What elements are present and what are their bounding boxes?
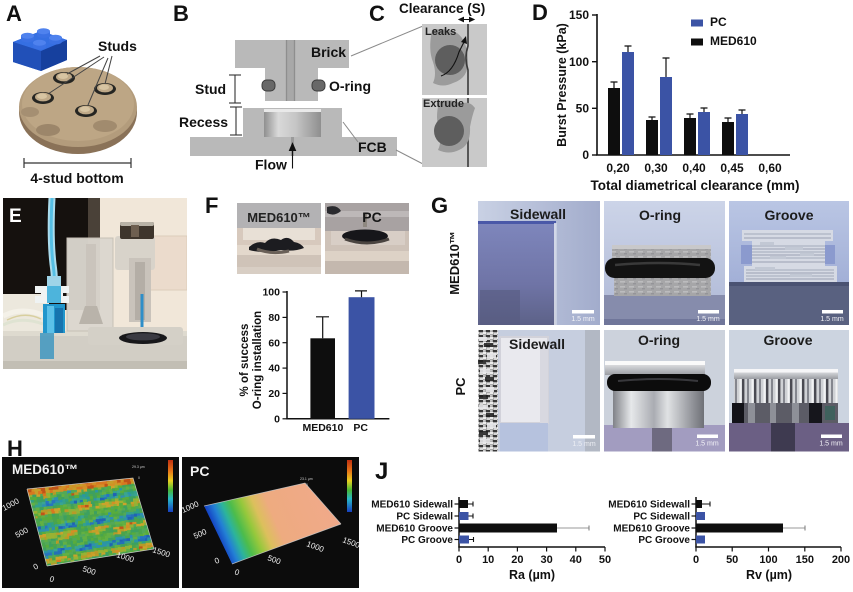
svg-text:PC: PC — [710, 15, 727, 29]
svg-text:O-ring installation: O-ring installation — [252, 311, 264, 409]
svg-text:Ra (µm): Ra (µm) — [509, 568, 555, 582]
svg-text:0: 0 — [32, 561, 41, 571]
svg-text:100: 100 — [759, 554, 777, 566]
svg-text:PC: PC — [353, 422, 368, 434]
svg-text:Studs: Studs — [98, 38, 137, 54]
svg-text:500: 500 — [266, 553, 282, 566]
svg-text:0: 0 — [48, 574, 56, 584]
svg-text:1.5 mm: 1.5 mm — [820, 316, 844, 323]
svg-text:MED610™: MED610™ — [12, 462, 78, 477]
svg-text:0: 0 — [582, 148, 589, 162]
svg-text:0: 0 — [138, 476, 140, 480]
svg-text:0,30: 0,30 — [644, 161, 668, 175]
svg-text:O-ring: O-ring — [639, 207, 681, 223]
svg-text:MED610 Groove: MED610 Groove — [613, 524, 690, 535]
svg-text:MED610: MED610 — [710, 34, 757, 48]
svg-text:Groove: Groove — [764, 207, 813, 223]
svg-text:MED610™: MED610™ — [247, 210, 311, 225]
svg-text:1.5 mm: 1.5 mm — [696, 316, 720, 323]
svg-text:50: 50 — [576, 102, 590, 116]
svg-text:Sidewall: Sidewall — [510, 206, 566, 222]
svg-text:Extrude: Extrude — [423, 98, 464, 110]
svg-text:Recess: Recess — [179, 114, 228, 130]
svg-text:% of success: % of success — [239, 324, 251, 397]
svg-text:150: 150 — [569, 8, 589, 22]
svg-text:500: 500 — [81, 564, 97, 577]
svg-text:60: 60 — [268, 337, 280, 349]
svg-text:MED610 Groove: MED610 Groove — [376, 524, 453, 535]
svg-text:40: 40 — [570, 554, 582, 566]
svg-text:Rv (µm): Rv (µm) — [746, 568, 792, 582]
svg-text:Clearance (S): Clearance (S) — [399, 1, 485, 16]
svg-text:20: 20 — [268, 388, 280, 400]
svg-text:FCB: FCB — [358, 139, 387, 155]
svg-text:29.3 µm: 29.3 µm — [132, 465, 145, 469]
svg-text:Burst Pressure (kPa): Burst Pressure (kPa) — [555, 23, 569, 147]
svg-text:E: E — [9, 206, 22, 227]
svg-text:0: 0 — [306, 483, 308, 487]
svg-text:20: 20 — [511, 554, 523, 566]
svg-text:0: 0 — [213, 556, 221, 566]
svg-text:O-ring: O-ring — [638, 332, 680, 348]
svg-text:Brick: Brick — [311, 44, 346, 60]
svg-text:PC Groove: PC Groove — [638, 535, 690, 546]
svg-text:1.5 mm: 1.5 mm — [571, 316, 595, 323]
svg-text:Flow: Flow — [255, 157, 287, 173]
svg-text:150: 150 — [796, 554, 814, 566]
svg-text:30: 30 — [540, 554, 552, 566]
svg-text:0,40: 0,40 — [682, 161, 706, 175]
svg-text:MED610 Sidewall: MED610 Sidewall — [371, 500, 453, 511]
svg-text:Total diametrical clearance (m: Total diametrical clearance (mm) — [590, 178, 799, 193]
svg-text:MED610: MED610 — [302, 422, 343, 434]
svg-text:MED610 Sidewall: MED610 Sidewall — [608, 500, 690, 511]
svg-text:PC: PC — [190, 463, 209, 479]
svg-text:Sidewall: Sidewall — [509, 336, 565, 352]
svg-text:PC: PC — [453, 377, 468, 396]
svg-text:0,20: 0,20 — [606, 161, 630, 175]
svg-text:PC: PC — [362, 209, 381, 225]
svg-text:0,45: 0,45 — [720, 161, 744, 175]
svg-text:MED610™: MED610™ — [447, 231, 462, 295]
svg-text:0: 0 — [456, 554, 462, 566]
svg-text:0,60: 0,60 — [758, 161, 782, 175]
svg-text:PC Sidewall: PC Sidewall — [633, 512, 690, 523]
svg-text:0: 0 — [693, 554, 699, 566]
svg-text:Stud: Stud — [195, 81, 226, 97]
svg-text:40: 40 — [268, 363, 280, 375]
svg-text:Groove: Groove — [763, 332, 812, 348]
svg-text:1.5 mm: 1.5 mm — [695, 441, 719, 448]
svg-text:200: 200 — [832, 554, 850, 566]
svg-text:100: 100 — [262, 287, 280, 299]
svg-text:0: 0 — [274, 413, 280, 425]
svg-text:4-stud bottom: 4-stud bottom — [30, 170, 123, 186]
svg-text:50: 50 — [726, 554, 738, 566]
svg-text:1.5 mm: 1.5 mm — [572, 441, 596, 448]
svg-text:10: 10 — [482, 554, 494, 566]
svg-text:80: 80 — [268, 312, 280, 324]
svg-text:23.1 µm: 23.1 µm — [300, 477, 313, 481]
svg-text:1.5 mm: 1.5 mm — [819, 441, 843, 448]
svg-text:50: 50 — [599, 554, 611, 566]
svg-text:100: 100 — [569, 55, 589, 69]
svg-text:PC Groove: PC Groove — [401, 535, 453, 546]
svg-text:PC Sidewall: PC Sidewall — [396, 512, 453, 523]
svg-text:O-ring: O-ring — [329, 78, 371, 94]
svg-text:Leaks: Leaks — [425, 26, 456, 38]
svg-text:0: 0 — [233, 567, 241, 577]
